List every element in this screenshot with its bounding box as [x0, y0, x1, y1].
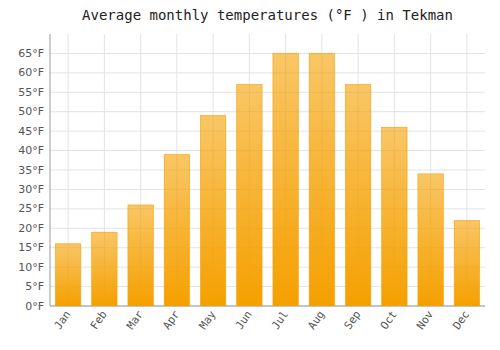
title: Average monthly temperatures (°F ) in Te…	[82, 7, 453, 23]
x-tick-label: Jun	[233, 308, 255, 332]
y-grid-line	[50, 72, 485, 73]
x-tick-label: May	[197, 308, 219, 332]
x-tick-label: Nov	[414, 308, 436, 332]
x-tick-label: Apr	[160, 308, 182, 332]
y-tick-label: 30°F	[18, 183, 44, 196]
chart: 0°F 5°F 10°F 15°F 20°F 25°F 30°F 35°F 40°F 45°F 50…	[0, 0, 500, 350]
y-axis-line	[50, 34, 51, 306]
y-tick-label: 60°F	[18, 66, 44, 79]
x-tick-label: Dec	[450, 308, 472, 332]
y-tick-label: 40°F	[18, 144, 44, 157]
y-tick-label: 25°F	[18, 202, 44, 215]
x-tick-label: Sep	[342, 308, 364, 332]
bar	[128, 205, 153, 306]
x-tick-label: Oct	[378, 308, 400, 332]
y-tick-label: 65°F	[18, 47, 44, 60]
bar	[309, 53, 334, 306]
y-tick-label: 0°F	[25, 300, 44, 313]
bar	[92, 232, 117, 306]
y-tick-label: 10°F	[18, 261, 44, 274]
y-tick-label: 5°F	[25, 280, 44, 293]
y-tick-label: 35°F	[18, 164, 44, 177]
bar	[418, 174, 443, 306]
axes: 0°F 5°F 10°F 15°F 20°F 25°F 30°F 35°F 40°F 45°F 50…	[18, 34, 485, 332]
x-tick-label: Feb	[88, 308, 110, 332]
y-grid-line	[50, 131, 485, 132]
bar	[345, 85, 370, 306]
y-tick-label: 55°F	[18, 86, 44, 99]
y-tick-label: 15°F	[18, 241, 44, 254]
grid	[50, 34, 485, 306]
x-tick-label: Aug	[305, 308, 327, 332]
bar	[200, 116, 225, 306]
bar	[164, 154, 189, 306]
bar	[273, 53, 298, 306]
bar	[55, 244, 80, 306]
y-grid-line	[50, 92, 485, 93]
bar	[382, 127, 407, 306]
y-grid-line	[50, 150, 485, 151]
x-tick-label: Jan	[52, 308, 74, 332]
y-grid-line	[50, 53, 485, 54]
bar	[454, 221, 479, 306]
y-grid-line	[50, 111, 485, 112]
y-tick-label: 50°F	[18, 105, 44, 118]
x-tick-label: Jul	[269, 308, 291, 332]
y-tick-label: 45°F	[18, 125, 44, 138]
y-tick-label: 20°F	[18, 222, 44, 235]
bars	[55, 53, 479, 306]
y-grid-line	[50, 170, 485, 171]
bar	[237, 85, 262, 306]
x-tick-label: Mar	[124, 308, 146, 332]
